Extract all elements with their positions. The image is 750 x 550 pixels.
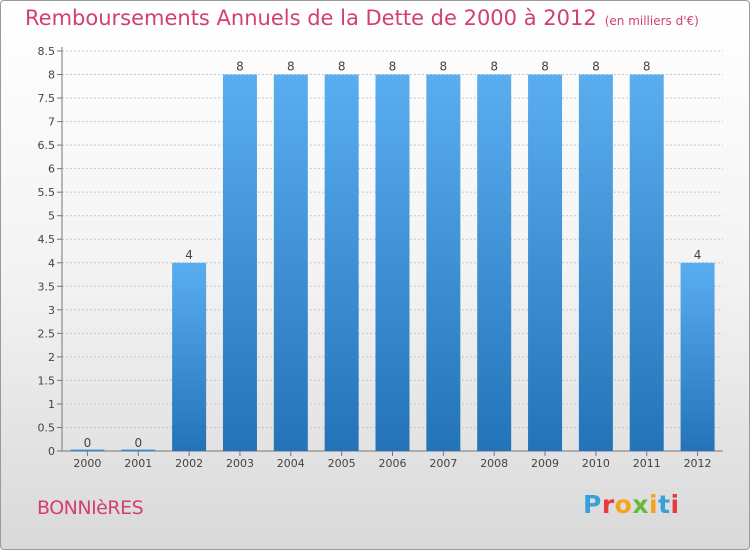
- data-label: 0: [84, 436, 92, 450]
- x-tick-label: 2001: [124, 457, 152, 470]
- bar: [70, 449, 105, 451]
- bar: [477, 74, 512, 451]
- y-tick-label: 8.5: [38, 45, 56, 58]
- x-tick-label: 2003: [226, 457, 254, 470]
- bar: [273, 74, 308, 451]
- brand-letter: P: [583, 490, 602, 519]
- x-tick-label: 2010: [582, 457, 610, 470]
- bar: [426, 74, 461, 451]
- bar: [121, 449, 156, 451]
- y-tick-label: 6.5: [38, 139, 56, 152]
- y-tick-label: 2.5: [38, 327, 56, 340]
- data-label: 4: [694, 248, 702, 262]
- bar: [324, 74, 359, 451]
- x-tick-label: 2006: [379, 457, 407, 470]
- x-tick-label: 2007: [429, 457, 457, 470]
- title-text: Remboursements Annuels de la Dette de 20…: [25, 6, 597, 30]
- data-label: 8: [236, 60, 244, 74]
- y-tick-label: 4: [48, 257, 55, 270]
- x-tick-label: 2008: [480, 457, 508, 470]
- data-label: 8: [490, 60, 498, 74]
- data-label: 8: [592, 60, 600, 74]
- y-tick-label: 1: [48, 398, 55, 411]
- bar: [375, 74, 410, 451]
- y-tick-label: 0.5: [38, 421, 56, 434]
- data-label: 8: [440, 60, 448, 74]
- y-tick-label: 6: [48, 163, 55, 176]
- x-tick-label: 2004: [277, 457, 305, 470]
- commune-name: BONNIèRES: [37, 497, 144, 519]
- data-label: 8: [389, 60, 397, 74]
- data-label: 4: [185, 248, 193, 262]
- brand-letter: i: [649, 490, 659, 519]
- x-tick-label: 2002: [175, 457, 203, 470]
- x-tick-label: 2012: [684, 457, 712, 470]
- proxiti-logo: Proxiti: [583, 490, 680, 519]
- x-tick-label: 2005: [328, 457, 356, 470]
- brand-letter: r: [601, 490, 615, 519]
- y-tick-label: 0: [48, 445, 55, 458]
- brand-letter: x: [632, 490, 649, 519]
- unit-subtitle: (en milliers d'€): [604, 14, 699, 28]
- bar: [578, 74, 613, 451]
- data-label: 8: [643, 60, 651, 74]
- x-tick-label: 2000: [73, 457, 101, 470]
- brand-letter: o: [614, 490, 633, 519]
- bar: [629, 74, 664, 451]
- y-tick-label: 5: [48, 210, 55, 223]
- x-tick-label: 2011: [633, 457, 661, 470]
- y-tick-label: 1.5: [38, 374, 56, 387]
- bar: [172, 262, 207, 451]
- bar: [528, 74, 563, 451]
- y-tick-label: 4.5: [38, 233, 56, 246]
- y-tick-label: 8: [48, 69, 55, 82]
- y-tick-label: 7: [48, 116, 55, 129]
- brand-letter: t: [658, 490, 671, 519]
- bar: [222, 74, 257, 451]
- bar: [680, 262, 715, 451]
- y-tick-label: 3: [48, 304, 55, 317]
- chart-title: Remboursements Annuels de la Dette de 20…: [25, 6, 699, 30]
- data-label: 8: [541, 60, 549, 74]
- data-label: 0: [134, 436, 142, 450]
- data-label: 8: [338, 60, 346, 74]
- brand-letter: i: [670, 490, 680, 519]
- y-tick-label: 7.5: [38, 92, 56, 105]
- y-tick-label: 2: [48, 351, 55, 364]
- x-tick-label: 2009: [531, 457, 559, 470]
- y-tick-label: 5.5: [38, 186, 56, 199]
- data-label: 8: [287, 60, 295, 74]
- y-tick-label: 3.5: [38, 280, 56, 293]
